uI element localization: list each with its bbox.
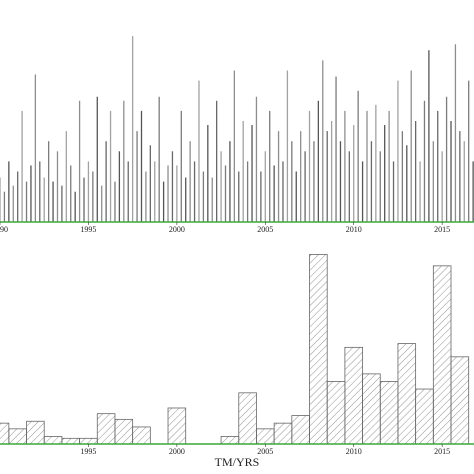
bar <box>26 420 45 445</box>
bar <box>291 415 310 445</box>
bar <box>167 407 187 445</box>
x-tick-label: 2015 <box>434 447 450 456</box>
bar <box>415 388 434 445</box>
x-tick-label: 2005 <box>257 447 273 456</box>
bar <box>114 418 134 445</box>
x-tick-label: 2005 <box>257 225 273 234</box>
bar <box>362 373 381 445</box>
bar <box>379 381 399 445</box>
bar <box>450 356 470 445</box>
bar <box>309 254 328 445</box>
x-tick-label: 2010 <box>346 225 362 234</box>
bar <box>220 436 240 445</box>
x-tick-label: 2010 <box>346 447 362 456</box>
x-tick-label: 2000 <box>169 447 185 456</box>
bar <box>61 437 80 445</box>
bar <box>273 422 293 445</box>
bar <box>397 343 417 445</box>
x-tick-label: 2000 <box>169 225 185 234</box>
bar <box>132 426 151 445</box>
x-tick-label: 1990 <box>0 225 8 234</box>
bar <box>43 436 63 445</box>
bar <box>0 422 10 445</box>
bar <box>326 381 346 445</box>
x-tick-label: 2015 <box>434 225 450 234</box>
bar <box>256 428 275 445</box>
bar <box>432 265 452 445</box>
x-tick-label: 1995 <box>80 447 96 456</box>
bar <box>344 346 363 445</box>
x-axis-label: TM/YRS <box>215 455 260 469</box>
bar <box>79 437 98 445</box>
bar <box>96 413 116 445</box>
bar <box>238 392 257 445</box>
x-tick-label: 1995 <box>80 225 96 234</box>
bar <box>8 428 27 445</box>
